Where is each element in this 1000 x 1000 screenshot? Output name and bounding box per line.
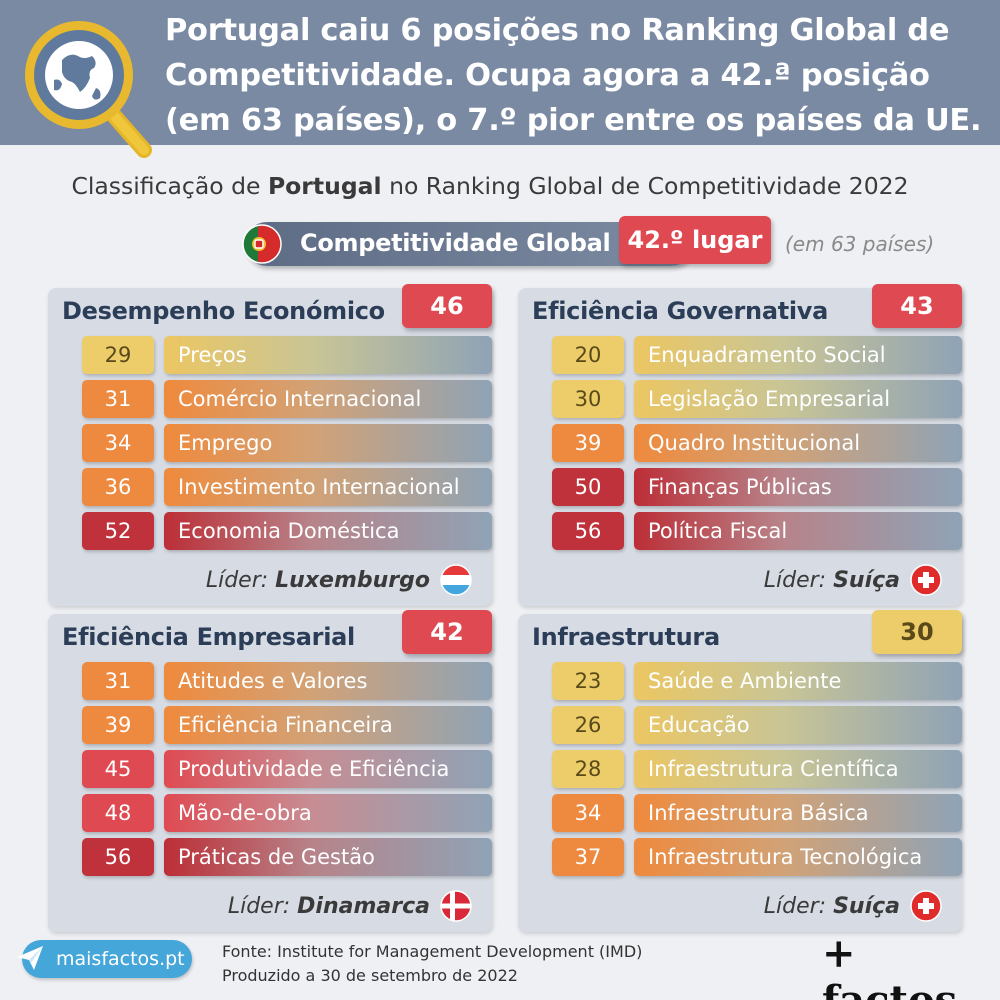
site-link[interactable]: maisfactos.pt xyxy=(22,940,192,978)
factor-label: Práticas de Gestão xyxy=(164,838,492,876)
list-item: 23 Saúde e Ambiente xyxy=(552,662,962,700)
list-item: 56 Política Fiscal xyxy=(552,512,962,550)
headline: Portugal caiu 6 posições no Ranking Glob… xyxy=(165,13,982,138)
factor-label: Educação xyxy=(634,706,962,744)
panel-eficiencia-governativa: Eficiência Governativa 43 20 Enquadramen… xyxy=(518,284,962,606)
list-item: 48 Mão-de-obra xyxy=(82,794,492,832)
rank-box: 56 xyxy=(552,512,624,550)
leader: Líder: Luxemburgo xyxy=(206,564,472,596)
list-item: 29 Preços xyxy=(82,336,492,374)
leader: Líder: Suíça xyxy=(764,890,942,922)
global-note: (em 63 países) xyxy=(785,232,935,256)
list-item: 31 Atitudes e Valores xyxy=(82,662,492,700)
list-item: 26 Educação xyxy=(552,706,962,744)
factor-label: Quadro Institucional xyxy=(634,424,962,462)
factor-label: Mão-de-obra xyxy=(164,794,492,832)
list-item: 45 Produtividade e Eficiência xyxy=(82,750,492,788)
leader: Líder: Suíça xyxy=(764,564,942,596)
factor-label: Infraestrutura Científica xyxy=(634,750,962,788)
panel-score: 42 xyxy=(402,610,492,654)
factor-label: Preços xyxy=(164,336,492,374)
panel-title: Infraestrutura xyxy=(532,623,720,651)
panel-score: 46 xyxy=(402,284,492,328)
global-rank-badge: 42.º lugar xyxy=(619,216,771,264)
list-item: 31 Comércio Internacional xyxy=(82,380,492,418)
list-item: 36 Investimento Internacional xyxy=(82,468,492,506)
list-item: 39 Eficiência Financeira xyxy=(82,706,492,744)
globe-magnifier-icon xyxy=(25,21,152,158)
list-item: 56 Práticas de Gestão xyxy=(82,838,492,876)
global-label: Competitividade Global xyxy=(300,229,611,257)
rank-box: 30 xyxy=(552,380,624,418)
source-line: Fonte: Institute for Management Developm… xyxy=(222,942,643,961)
list-item: 34 Emprego xyxy=(82,424,492,462)
panel-title: Eficiência Governativa xyxy=(532,297,829,325)
rank-box: 23 xyxy=(552,662,624,700)
factor-label: Economia Doméstica xyxy=(164,512,492,550)
luxembourg-flag-icon xyxy=(440,564,472,596)
factor-label: Emprego xyxy=(164,424,492,462)
rank-box: 34 xyxy=(82,424,154,462)
factor-label: Infraestrutura Tecnológica xyxy=(634,838,962,876)
rank-box: 31 xyxy=(82,380,154,418)
list-item: 39 Quadro Institucional xyxy=(552,424,962,462)
denmark-flag-icon xyxy=(440,890,472,922)
list-item: 28 Infraestrutura Científica xyxy=(552,750,962,788)
panel-eficiencia-empresarial: Eficiência Empresarial 42 31 Atitudes e … xyxy=(48,610,492,932)
factor-label: Investimento Internacional xyxy=(164,468,492,506)
leader: Líder: Dinamarca xyxy=(228,890,472,922)
factor-label: Atitudes e Valores xyxy=(164,662,492,700)
list-item: 20 Enquadramento Social xyxy=(552,336,962,374)
factor-label: Enquadramento Social xyxy=(634,336,962,374)
list-item: 50 Finanças Públicas xyxy=(552,468,962,506)
list-item: 52 Economia Doméstica xyxy=(82,512,492,550)
factor-label: Saúde e Ambiente xyxy=(634,662,962,700)
portugal-flag-icon xyxy=(242,224,282,264)
factor-label: Legislação Empresarial xyxy=(634,380,962,418)
switzerland-flag-icon xyxy=(910,890,942,922)
rank-box: 37 xyxy=(552,838,624,876)
header-banner xyxy=(0,0,1000,145)
site-label: maisfactos.pt xyxy=(56,948,185,970)
panel-infraestrutura: Infraestrutura 30 23 Saúde e Ambiente 26… xyxy=(518,610,962,932)
factor-label: Finanças Públicas xyxy=(634,468,962,506)
rank-box: 52 xyxy=(82,512,154,550)
rank-box: 48 xyxy=(82,794,154,832)
panel-desempenho-economico: Desempenho Económico 46 29 Preços 31 Com… xyxy=(48,284,492,606)
factor-label: Eficiência Financeira xyxy=(164,706,492,744)
rank-box: 31 xyxy=(82,662,154,700)
brand-logo: + factos xyxy=(822,930,957,1000)
rank-box: 39 xyxy=(552,424,624,462)
panel-score: 30 xyxy=(872,610,962,654)
paper-plane-icon xyxy=(17,946,43,970)
panel-score: 43 xyxy=(872,284,962,328)
switzerland-flag-icon xyxy=(910,564,942,596)
source-note: Fonte: Institute for Management Developm… xyxy=(222,940,642,988)
global-competitiveness-pill xyxy=(245,222,693,266)
factor-label: Política Fiscal xyxy=(634,512,962,550)
rank-box: 29 xyxy=(82,336,154,374)
list-item: 34 Infraestrutura Básica xyxy=(552,794,962,832)
rank-box: 56 xyxy=(82,838,154,876)
factor-label: Infraestrutura Básica xyxy=(634,794,962,832)
factor-label: Comércio Internacional xyxy=(164,380,492,418)
rank-box: 34 xyxy=(552,794,624,832)
rank-box: 26 xyxy=(552,706,624,744)
factor-label: Produtividade e Eficiência xyxy=(164,750,492,788)
rank-box: 20 xyxy=(552,336,624,374)
rank-box: 45 xyxy=(82,750,154,788)
list-item: 30 Legislação Empresarial xyxy=(552,380,962,418)
rank-box: 39 xyxy=(82,706,154,744)
list-item: 37 Infraestrutura Tecnológica xyxy=(552,838,962,876)
rank-box: 50 xyxy=(552,468,624,506)
produced-line: Produzido a 30 de setembro de 2022 xyxy=(222,966,518,985)
panel-title: Eficiência Empresarial xyxy=(62,623,355,651)
subtitle: Classificação de Portugal no Ranking Glo… xyxy=(71,172,909,200)
rank-box: 36 xyxy=(82,468,154,506)
panel-title: Desempenho Económico xyxy=(62,297,385,325)
rank-box: 28 xyxy=(552,750,624,788)
